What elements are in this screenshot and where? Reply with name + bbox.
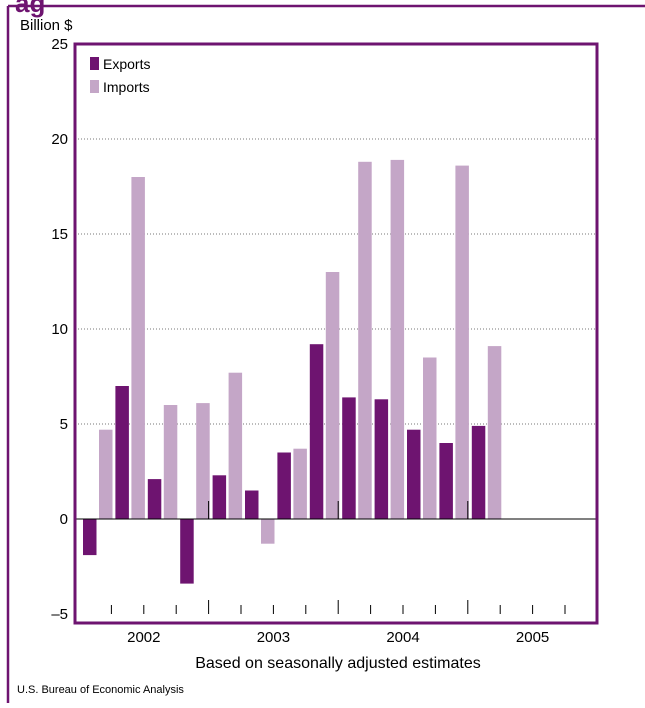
x-tick-label: 2005: [516, 629, 549, 646]
imports-bar-8: [325, 272, 340, 519]
plot-frame: [73, 42, 599, 625]
legend-swatch-exports: [90, 57, 99, 70]
x-tick-label: 2002: [127, 629, 160, 646]
x-tick-label: 2003: [257, 629, 290, 646]
header-fragment-text: ag: [15, 0, 45, 18]
legend-label-imports: Imports: [103, 79, 150, 95]
y-tick-label: –5: [51, 606, 68, 623]
imports-bar-1: [99, 429, 113, 519]
exports-bar-12: [439, 443, 453, 519]
axes: [75, 501, 597, 614]
page-frame: [6, 4, 645, 703]
header-fragment: ag: [15, 0, 45, 18]
imports-bar-12: [455, 165, 469, 519]
y-tick-labels: –5 0 5 10 15 20 25: [51, 36, 68, 623]
imports-bar-9: [358, 161, 372, 520]
exports-bar-4: [180, 519, 194, 584]
legend: Exports Imports: [90, 56, 150, 95]
exports-bar-11: [407, 429, 421, 519]
imports-bar-3: [163, 405, 178, 519]
source-note: U.S. Bureau of Economic Analysis: [17, 684, 184, 696]
imports-bar-10: [390, 159, 405, 519]
imports-bar-6: [261, 519, 275, 544]
imports-bar-13: [487, 346, 502, 519]
imports-bar-11: [423, 357, 437, 519]
y-tick-label: 20: [51, 131, 68, 148]
exports-bar-2: [115, 386, 129, 519]
imports-bar-7: [293, 448, 307, 519]
exports-bar-9: [342, 397, 356, 519]
exports-bar-1: [83, 519, 97, 556]
bars: [83, 159, 502, 584]
y-tick-label: 0: [60, 511, 68, 528]
x-tick-label: 2004: [386, 629, 419, 646]
exports-bar-3: [147, 479, 162, 519]
x-tick-labels: 2002 2003 2004 2005: [127, 629, 549, 646]
exports-bar-5: [212, 475, 227, 519]
imports-bar-5: [228, 372, 243, 519]
exports-bar-10: [374, 399, 389, 519]
legend-swatch-imports: [90, 80, 99, 93]
exports-bar-7: [277, 452, 291, 519]
x-axis-title: Based on seasonally adjusted estimates: [195, 655, 481, 672]
exports-bar-13: [471, 425, 486, 519]
exports-bar-6: [245, 490, 259, 519]
y-tick-label: 10: [51, 321, 68, 338]
exports-bar-8: [309, 344, 324, 519]
y-axis-title: Billion $: [20, 17, 73, 34]
legend-label-exports: Exports: [103, 56, 150, 72]
y-tick-label: 25: [51, 36, 68, 53]
imports-bar-2: [131, 177, 145, 519]
y-tick-label: 5: [60, 416, 68, 433]
imports-bar-4: [196, 403, 210, 519]
y-tick-label: 15: [51, 226, 68, 243]
